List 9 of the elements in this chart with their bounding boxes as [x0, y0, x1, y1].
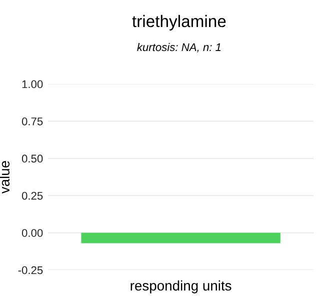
y-tick-label: 1.00 [22, 80, 43, 88]
chart-subtitle: kurtosis: NA, n: 1 [137, 42, 221, 52]
x-axis-title: responding units [130, 280, 232, 294]
y-tick-label: -0.25 [18, 266, 43, 274]
y-tick-label: 0.50 [22, 154, 43, 163]
y-tick-label: 0.75 [22, 117, 43, 126]
y-tick-label: 0.00 [22, 229, 43, 237]
y-tick-label: 0.25 [22, 192, 43, 200]
chart-title: triethylamine [132, 14, 226, 30]
